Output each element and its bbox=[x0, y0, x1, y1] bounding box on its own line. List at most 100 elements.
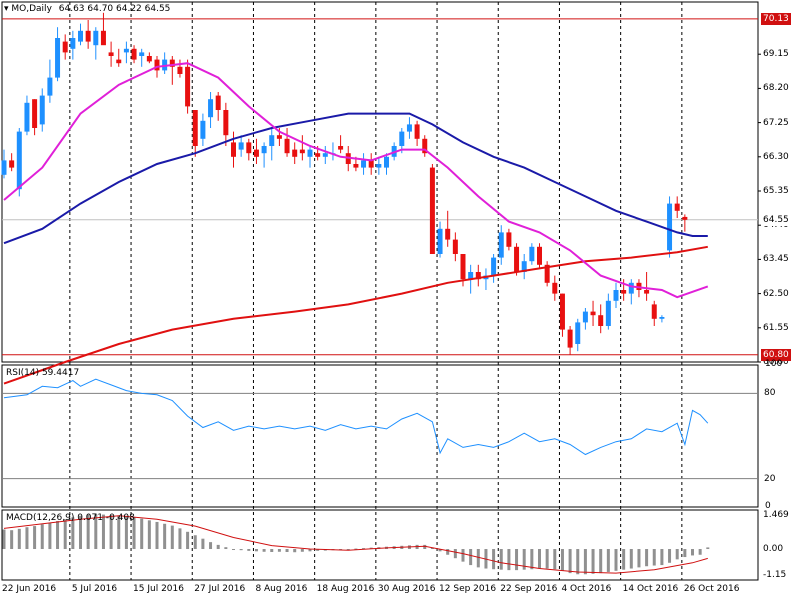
candle-body-44 bbox=[338, 146, 344, 150]
candle-body-11 bbox=[85, 30, 91, 42]
macd-bar-16 bbox=[124, 516, 128, 550]
macd-bar-80 bbox=[614, 549, 618, 571]
candle-body-69 bbox=[529, 246, 535, 262]
candle-body-14 bbox=[108, 52, 114, 56]
macd-bar-15 bbox=[117, 515, 121, 550]
macd-bar-22 bbox=[170, 525, 174, 550]
macd-bar-5 bbox=[40, 524, 44, 550]
macd-bar-81 bbox=[622, 549, 626, 570]
macd-bar-3 bbox=[25, 527, 29, 550]
candle-body-55 bbox=[422, 138, 428, 154]
candle-body-65 bbox=[498, 232, 504, 258]
macd-bar-30 bbox=[232, 549, 235, 551]
macd-bar-90 bbox=[691, 549, 694, 556]
macd-bar-76 bbox=[583, 549, 587, 575]
macd-bar-27 bbox=[209, 542, 213, 550]
candle-body-54 bbox=[414, 124, 420, 139]
candle-body-4 bbox=[32, 99, 38, 128]
candle-body-8 bbox=[62, 41, 68, 53]
candle-body-22 bbox=[169, 59, 175, 67]
macd-bar-57 bbox=[438, 549, 442, 552]
candle-body-31 bbox=[238, 142, 244, 150]
macd-bar-17 bbox=[132, 517, 136, 550]
candle-body-79 bbox=[605, 300, 611, 326]
macd-bar-45 bbox=[346, 549, 350, 551]
candle-body-64 bbox=[491, 257, 497, 276]
macd-bar-46 bbox=[354, 548, 358, 550]
macd-bar-34 bbox=[262, 549, 266, 552]
candle-body-68 bbox=[521, 261, 527, 272]
macd-bar-56 bbox=[430, 547, 434, 550]
macd-bar-37 bbox=[285, 549, 289, 552]
macd-bar-47 bbox=[362, 548, 366, 550]
candle-body-41 bbox=[315, 153, 321, 157]
macd-bar-83 bbox=[637, 549, 641, 568]
macd-bar-41 bbox=[316, 549, 320, 551]
candle-body-46 bbox=[353, 164, 359, 168]
candle-body-28 bbox=[215, 95, 221, 110]
candle-body-2 bbox=[16, 131, 22, 190]
macd-bar-85 bbox=[652, 549, 656, 566]
candle-body-73 bbox=[559, 293, 565, 330]
macd-bar-64 bbox=[492, 549, 496, 570]
candle-body-88 bbox=[674, 203, 680, 211]
candle-body-86 bbox=[659, 317, 665, 319]
candle-body-29 bbox=[223, 110, 229, 136]
ma-mid-line bbox=[3, 112, 708, 245]
candle-body-87 bbox=[667, 203, 673, 251]
macd-bar-26 bbox=[201, 538, 205, 550]
candle-body-60 bbox=[460, 254, 466, 280]
candle-body-48 bbox=[368, 160, 374, 168]
main-frame bbox=[1, 1, 759, 363]
macd-bar-9 bbox=[71, 517, 75, 550]
macd-bar-1 bbox=[10, 530, 14, 550]
candle-body-53 bbox=[406, 124, 412, 132]
panel-frames bbox=[1, 1, 759, 581]
macd-bar-39 bbox=[300, 549, 304, 552]
macd-bar-78 bbox=[599, 549, 603, 574]
macd-bar-62 bbox=[476, 549, 480, 568]
macd-bar-73 bbox=[560, 549, 564, 571]
ma-slow-line bbox=[3, 245, 708, 385]
macd-bar-29 bbox=[224, 547, 228, 550]
macd-bar-68 bbox=[522, 549, 526, 570]
candle-body-20 bbox=[154, 59, 160, 71]
candle-body-26 bbox=[200, 120, 206, 139]
candle-body-76 bbox=[582, 311, 588, 323]
macd-bar-31 bbox=[239, 549, 243, 551]
candle-body-57 bbox=[437, 228, 443, 254]
time-gridlines bbox=[69, 2, 683, 580]
candle-body-25 bbox=[192, 110, 198, 146]
macd-bar-33 bbox=[254, 549, 258, 552]
macd-bar-8 bbox=[63, 519, 67, 550]
candle-body-37 bbox=[284, 138, 290, 154]
macd-signal-line bbox=[3, 515, 708, 574]
macd-bar-91 bbox=[698, 549, 702, 555]
macd-bar-36 bbox=[277, 549, 281, 552]
macd-bar-65 bbox=[499, 549, 503, 570]
price-panel bbox=[1, 12, 758, 385]
macd-bar-89 bbox=[683, 549, 687, 558]
candle-body-39 bbox=[299, 149, 305, 154]
macd-bar-70 bbox=[538, 549, 541, 569]
candle-body-56 bbox=[429, 167, 435, 254]
rsi-panel bbox=[2, 378, 758, 480]
macd-bar-74 bbox=[568, 549, 572, 574]
macd-bar-82 bbox=[629, 549, 633, 569]
macd-bar-2 bbox=[17, 528, 21, 550]
macd-bar-6 bbox=[48, 522, 52, 550]
macd-bar-32 bbox=[247, 549, 251, 551]
candle-body-16 bbox=[123, 48, 129, 53]
macd-bar-71 bbox=[545, 549, 549, 569]
macd-bar-60 bbox=[461, 549, 465, 562]
candle-body-80 bbox=[613, 290, 619, 301]
candle-body-66 bbox=[506, 232, 512, 247]
candle-body-9 bbox=[70, 38, 76, 49]
macd-bar-87 bbox=[668, 549, 672, 563]
candle-body-1 bbox=[9, 160, 15, 168]
macd-bar-23 bbox=[178, 528, 182, 550]
candle-body-32 bbox=[246, 142, 252, 154]
candle-body-7 bbox=[55, 38, 61, 78]
macd-bar-14 bbox=[109, 515, 113, 550]
ma-fast-line bbox=[3, 62, 709, 299]
